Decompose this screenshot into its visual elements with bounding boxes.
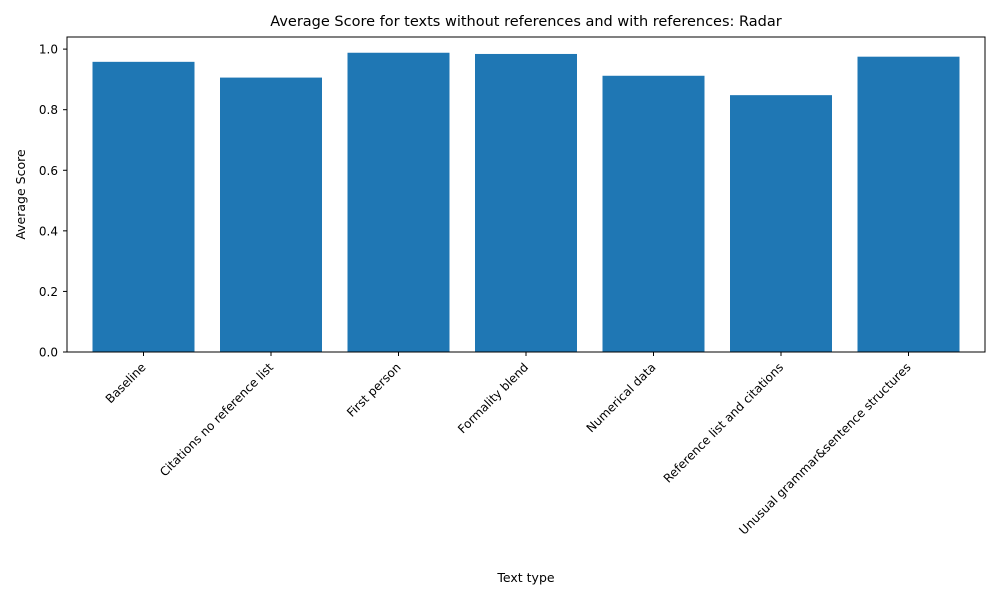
bar	[475, 53, 577, 352]
x-tick-label: Reference list and citations	[661, 360, 786, 485]
plot-frame	[66, 36, 986, 353]
chart-title: Average Score for texts without referenc…	[270, 14, 781, 30]
y-tick-label: 0.4	[39, 224, 58, 238]
x-tick-label: Baseline	[103, 360, 149, 406]
x-tick-label: Formality blend	[455, 360, 531, 436]
bars-group	[92, 52, 960, 353]
x-axis: Baseline Citations no reference list First…	[103, 352, 914, 538]
bar	[602, 75, 705, 353]
bar	[220, 77, 322, 352]
y-tick-label: 0.0	[39, 346, 58, 360]
bar	[347, 52, 450, 352]
y-tick-label: 0.6	[39, 164, 58, 178]
x-axis-label: Text type	[496, 570, 554, 585]
y-axis-label: Average Score	[13, 149, 28, 240]
x-tick-label: Citations no reference list	[157, 360, 276, 479]
y-tick-label: 0.8	[39, 103, 58, 117]
x-tick-label: Numerical data	[584, 360, 659, 435]
y-tick-label: 0.2	[39, 285, 58, 299]
y-axis: 0.0 0.2 0.4 0.6 0.8 1.0	[39, 43, 67, 360]
y-tick-label: 1.0	[39, 43, 58, 57]
bar	[857, 56, 960, 352]
bar	[730, 95, 832, 353]
bar	[92, 61, 195, 352]
x-tick-label: First person	[344, 360, 404, 420]
